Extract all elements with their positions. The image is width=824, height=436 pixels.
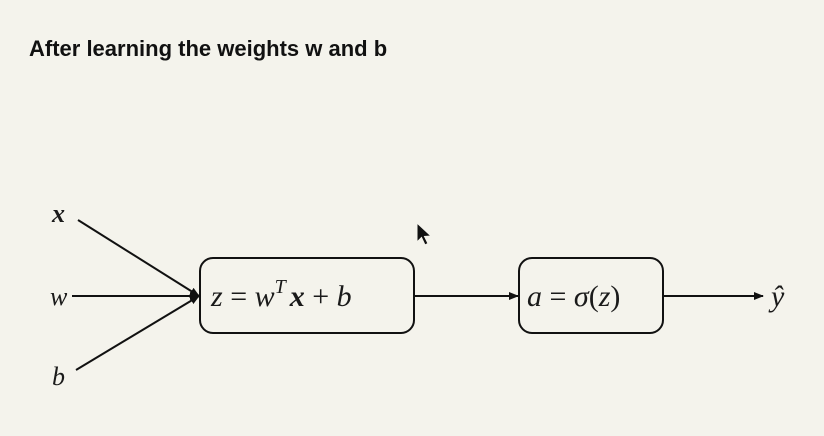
input-w-label: w: [50, 282, 68, 311]
linear-transpose: T: [275, 276, 288, 298]
linear-w: w: [255, 280, 275, 313]
edge-b-to-linear: [75, 295, 200, 371]
linear-x: x: [289, 280, 305, 313]
linear-eq: =: [223, 280, 255, 313]
activation-sigma: σ: [574, 280, 590, 313]
slide-title: After learning the weights w and b: [29, 36, 388, 61]
input-b-label: b: [52, 362, 65, 391]
output-yhat-label: ŷ: [768, 280, 785, 313]
mouse-cursor-icon: [416, 221, 433, 246]
activation-a: a: [527, 280, 542, 313]
activation-node-formula: a = σ(z): [527, 280, 620, 313]
linear-node-formula: z = wT x + b: [210, 276, 352, 313]
edge-x-to-linear: [77, 219, 200, 297]
activation-eq: =: [542, 280, 574, 313]
linear-plus: +: [305, 280, 337, 313]
activation-z: z: [598, 280, 611, 313]
activation-rparen: ): [610, 280, 620, 313]
linear-b: b: [337, 280, 352, 313]
activation-lparen: (: [589, 280, 599, 313]
linear-z: z: [210, 280, 223, 313]
input-x-label: x: [51, 199, 65, 228]
